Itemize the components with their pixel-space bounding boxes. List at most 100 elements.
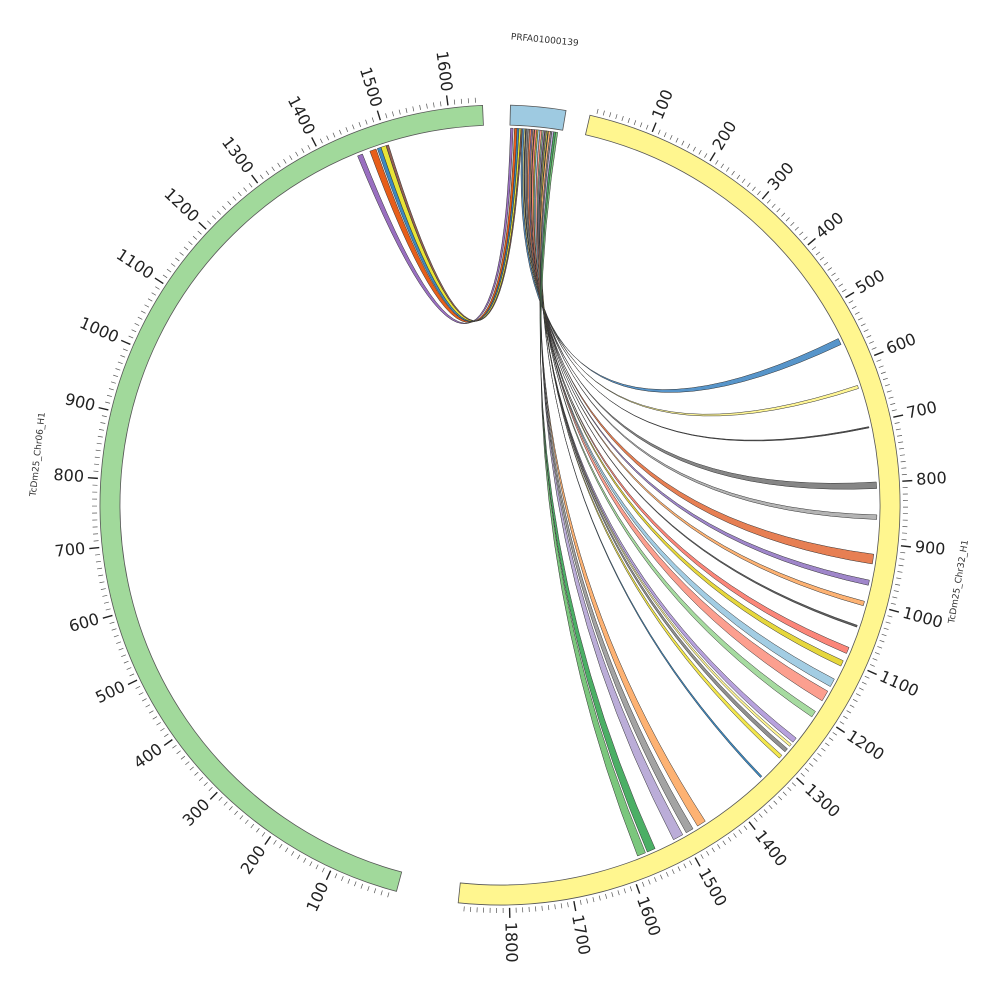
- minor-tick: [654, 877, 656, 882]
- minor-tick: [769, 805, 772, 809]
- minor-tick: [599, 896, 600, 901]
- minor-tick: [561, 903, 562, 908]
- tick-label-chr32-1700: 1700: [568, 913, 594, 957]
- minor-tick: [440, 101, 441, 106]
- major-tick: [749, 822, 755, 830]
- tick-label-chr32-1200: 1200: [843, 726, 887, 764]
- minor-tick: [233, 197, 236, 201]
- minor-tick: [101, 589, 106, 590]
- minor-tick: [359, 122, 361, 127]
- minor-tick: [672, 869, 674, 874]
- minor-tick: [95, 554, 100, 555]
- major-tick: [312, 137, 317, 146]
- minor-tick: [890, 403, 895, 404]
- minor-tick: [189, 242, 193, 245]
- minor-tick: [555, 904, 556, 909]
- minor-tick: [149, 711, 153, 714]
- minor-tick: [171, 264, 175, 267]
- tick-label-chr32-500: 500: [852, 266, 888, 298]
- major-tick: [326, 871, 330, 880]
- minor-tick: [754, 818, 757, 822]
- major-tick: [808, 238, 816, 244]
- major-tick: [155, 278, 163, 284]
- minor-tick: [302, 148, 304, 152]
- major-tick: [893, 415, 903, 417]
- minor-tick: [783, 792, 787, 796]
- minor-tick: [820, 257, 824, 260]
- minor-tick: [110, 622, 115, 623]
- major-tick: [636, 884, 639, 893]
- minor-tick: [279, 844, 282, 848]
- chromosome-segment-chr06: [100, 105, 483, 891]
- minor-tick: [381, 890, 382, 895]
- minor-tick: [123, 349, 128, 351]
- minor-tick: [427, 104, 428, 109]
- minor-tick: [341, 876, 343, 881]
- minor-tick: [799, 232, 803, 235]
- minor-tick: [185, 762, 189, 765]
- minor-tick: [97, 443, 102, 444]
- minor-tick: [839, 284, 843, 287]
- minor-tick: [648, 880, 650, 885]
- minor-tick: [399, 110, 400, 115]
- tick-label-chr06-1300: 1300: [218, 133, 258, 177]
- minor-tick: [880, 640, 885, 642]
- major-tick: [762, 191, 769, 199]
- minor-tick: [895, 423, 900, 424]
- minor-tick: [640, 122, 642, 127]
- minor-tick: [900, 552, 905, 553]
- minor-tick: [792, 783, 796, 786]
- minor-tick: [821, 748, 825, 751]
- minor-tick: [99, 429, 104, 430]
- minor-tick: [107, 395, 112, 396]
- minor-tick: [717, 844, 720, 848]
- link-ribbon-18: [536, 130, 828, 701]
- minor-tick: [892, 410, 897, 411]
- minor-tick: [234, 811, 237, 815]
- minor-tick: [308, 145, 310, 149]
- minor-tick: [366, 120, 368, 125]
- minor-tick: [867, 336, 872, 338]
- minor-tick: [853, 699, 857, 701]
- tick-label-chr32-1800: 1800: [501, 922, 521, 963]
- minor-tick: [861, 324, 865, 326]
- minor-tick: [392, 111, 393, 116]
- minor-tick: [327, 136, 329, 141]
- minor-tick: [744, 826, 747, 830]
- minor-tick: [721, 164, 724, 168]
- major-tick: [874, 352, 883, 356]
- major-tick: [252, 175, 258, 183]
- major-tick: [89, 548, 99, 549]
- minor-tick: [568, 902, 569, 907]
- minor-tick: [734, 833, 737, 837]
- chromosome-segment-prfa: [510, 105, 566, 130]
- minor-tick: [898, 442, 903, 443]
- minor-tick: [98, 436, 103, 437]
- tick-label-chr06-500: 500: [92, 677, 128, 707]
- minor-tick: [249, 183, 252, 187]
- minor-tick: [184, 247, 188, 250]
- minor-tick: [167, 269, 171, 272]
- minor-tick: [852, 306, 856, 308]
- minor-tick: [872, 348, 877, 350]
- major-tick: [695, 858, 700, 867]
- minor-tick: [587, 899, 588, 904]
- minor-tick: [180, 252, 184, 255]
- minor-tick: [616, 114, 617, 119]
- minor-tick: [285, 848, 288, 852]
- minor-tick: [728, 837, 731, 841]
- minor-tick: [701, 854, 703, 858]
- minor-tick: [406, 108, 407, 113]
- tick-label-chr06-400: 400: [130, 739, 166, 772]
- minor-tick: [895, 584, 900, 585]
- minor-tick: [251, 824, 254, 828]
- chromosome-name-chr32: TcDm25_Chr32_H1: [947, 539, 971, 625]
- minor-tick: [870, 664, 875, 666]
- minor-tick: [747, 183, 750, 187]
- minor-tick: [891, 603, 896, 604]
- minor-tick: [829, 738, 833, 741]
- minor-tick: [712, 848, 715, 852]
- minor-tick: [116, 369, 121, 371]
- minor-tick: [136, 686, 140, 688]
